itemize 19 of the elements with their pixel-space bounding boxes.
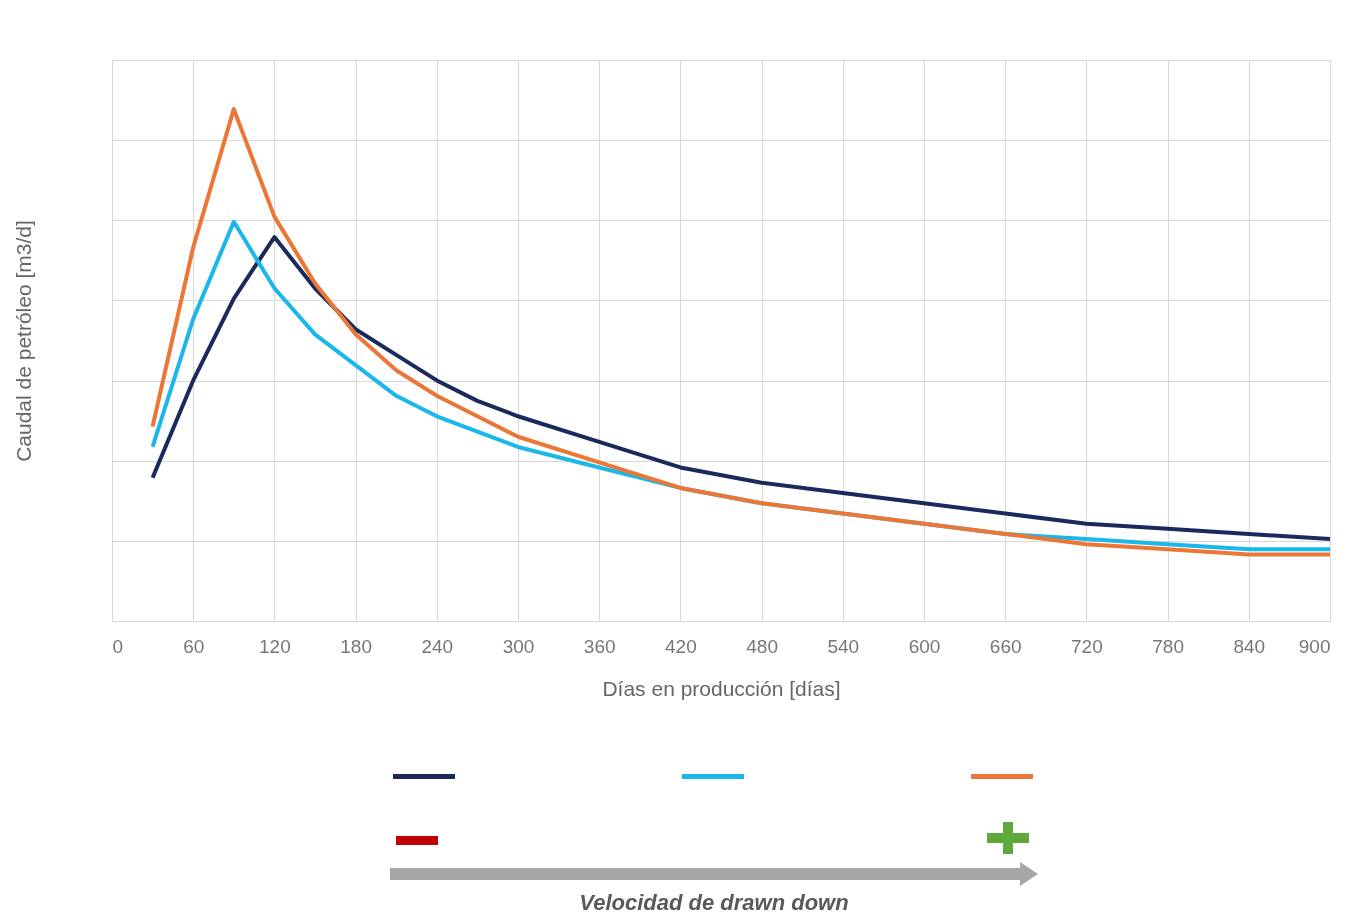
x-tick-label: 780 bbox=[1152, 635, 1184, 657]
x-tick-label: 900 bbox=[1298, 635, 1331, 657]
x-tick-label: 540 bbox=[827, 635, 860, 657]
x-tick-label: 660 bbox=[989, 635, 1022, 657]
x-tick-label: 600 bbox=[908, 635, 941, 657]
x-axis-title: Días en producción [días] bbox=[602, 676, 841, 700]
x-tick-label: 420 bbox=[665, 635, 697, 657]
x-tick-label: 120 bbox=[259, 635, 291, 657]
x-tick-label: 240 bbox=[421, 635, 454, 657]
x-tick-label: 720 bbox=[1071, 635, 1103, 657]
x-tick-label: 180 bbox=[340, 635, 372, 657]
x-tick-label: 300 bbox=[502, 635, 535, 657]
x-tick-label: 840 bbox=[1233, 635, 1266, 657]
x-tick-label: 360 bbox=[583, 635, 616, 657]
x-tick-label: 60 bbox=[183, 635, 205, 657]
y-axis-title: Caudal de petróleo [m3/d] bbox=[11, 220, 35, 462]
x-tick-label: 0 bbox=[112, 635, 124, 657]
x-tick-label: 480 bbox=[746, 635, 778, 657]
text: Velocidad de drawn down bbox=[578, 890, 850, 914]
